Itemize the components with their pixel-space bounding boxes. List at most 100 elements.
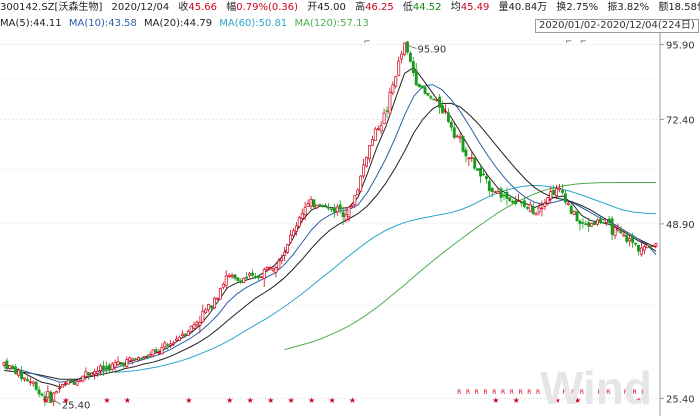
candle <box>303 201 307 221</box>
candle <box>221 282 225 290</box>
candle <box>218 287 222 300</box>
candle-body <box>324 205 328 207</box>
candle <box>230 272 234 279</box>
candle <box>549 186 553 204</box>
candle <box>394 75 398 89</box>
candle <box>642 244 646 255</box>
event-markers: ★ ★ ★ ★ ★ ★ ★ ★ ★ ★ ★ ★ ★ ★ ★ ★ ★R R R R R R R R R R R R R R R R R R R R R R⌐… <box>42 37 646 405</box>
annotation-high: 95.90 <box>418 44 447 55</box>
amplitude-label: 振 <box>607 2 618 13</box>
candle <box>213 297 216 310</box>
candle-body <box>514 200 518 205</box>
candle <box>245 271 249 279</box>
candle <box>154 347 158 353</box>
candle-body <box>43 396 47 401</box>
candle <box>69 378 73 382</box>
candle-body <box>344 214 348 221</box>
ma-legend-item: MA(5):44.11 <box>0 18 62 29</box>
candle <box>540 200 544 217</box>
candle <box>400 50 404 64</box>
candle <box>157 348 161 356</box>
open-label: 开 <box>307 2 318 13</box>
candle <box>517 194 521 202</box>
candle <box>651 244 655 247</box>
candle <box>370 135 374 147</box>
candle-body <box>169 343 173 346</box>
candle <box>183 333 187 339</box>
candle-body <box>160 347 164 355</box>
candle <box>406 40 409 55</box>
candle-body <box>522 200 526 207</box>
candle-body <box>540 207 544 210</box>
ma-legend-item: MA(60):50.81 <box>219 18 287 29</box>
candle <box>75 378 79 386</box>
candle-body <box>315 204 319 209</box>
candle <box>5 357 9 372</box>
candle-body <box>96 370 100 374</box>
candle-body <box>11 365 15 369</box>
candle-body <box>435 99 439 101</box>
event-marker: R <box>571 389 575 396</box>
candle <box>587 218 591 233</box>
candle-body <box>479 167 483 177</box>
candle-body <box>300 213 304 219</box>
candle-body <box>46 390 50 398</box>
candle <box>441 100 445 114</box>
candle <box>8 365 12 371</box>
event-flag: ⌐ <box>580 37 587 46</box>
candle-body <box>648 245 652 248</box>
candle <box>256 275 260 281</box>
candle <box>116 356 120 367</box>
candle-body <box>189 325 193 332</box>
candle <box>332 203 336 218</box>
candle <box>639 241 643 257</box>
candle-body <box>461 136 465 152</box>
candle-body <box>192 324 196 329</box>
candle-body <box>277 260 281 270</box>
candle-body <box>131 358 135 361</box>
ma60-label: MA(60): <box>219 18 259 29</box>
candle-body <box>104 366 108 368</box>
candle <box>330 208 333 213</box>
stock-code[interactable]: 300142.SZ[沃森生物] <box>0 2 103 13</box>
date-range[interactable]: 2020/01/02-2020/12/04(224日) <box>535 19 699 33</box>
candle-body <box>207 303 211 311</box>
candle-body <box>613 227 617 236</box>
candle <box>175 335 178 342</box>
candle <box>25 375 29 382</box>
candle <box>292 228 295 237</box>
avg-label: 均 <box>450 2 461 13</box>
candle <box>373 126 377 141</box>
candle <box>122 362 126 370</box>
event-marker: R <box>580 389 584 396</box>
candle <box>58 383 62 393</box>
candle-body <box>499 188 503 198</box>
candle-body <box>142 355 146 359</box>
low-label: 低 <box>402 2 413 13</box>
candle <box>455 134 459 138</box>
candle-body <box>157 352 161 354</box>
candle <box>28 377 32 386</box>
candle-body <box>391 84 395 94</box>
candle-body <box>113 361 117 368</box>
candle <box>625 232 629 244</box>
event-marker: ★ <box>308 396 315 405</box>
candle-body <box>84 371 88 378</box>
candle-body <box>446 112 450 123</box>
candle <box>581 217 585 229</box>
candle-body <box>163 342 167 348</box>
candle <box>207 303 211 313</box>
y-tick-label: 48.90 <box>666 220 695 231</box>
candle <box>645 244 649 249</box>
candle-body <box>128 357 132 362</box>
event-marker: ★ <box>267 396 274 405</box>
candle <box>555 184 559 197</box>
candle-body <box>5 360 9 370</box>
candle-body <box>213 297 216 309</box>
candle-body <box>87 372 91 375</box>
candle-body <box>482 173 485 176</box>
candle-body <box>303 207 307 216</box>
candle-body <box>125 359 129 367</box>
candle <box>72 379 76 385</box>
candle <box>315 204 319 210</box>
